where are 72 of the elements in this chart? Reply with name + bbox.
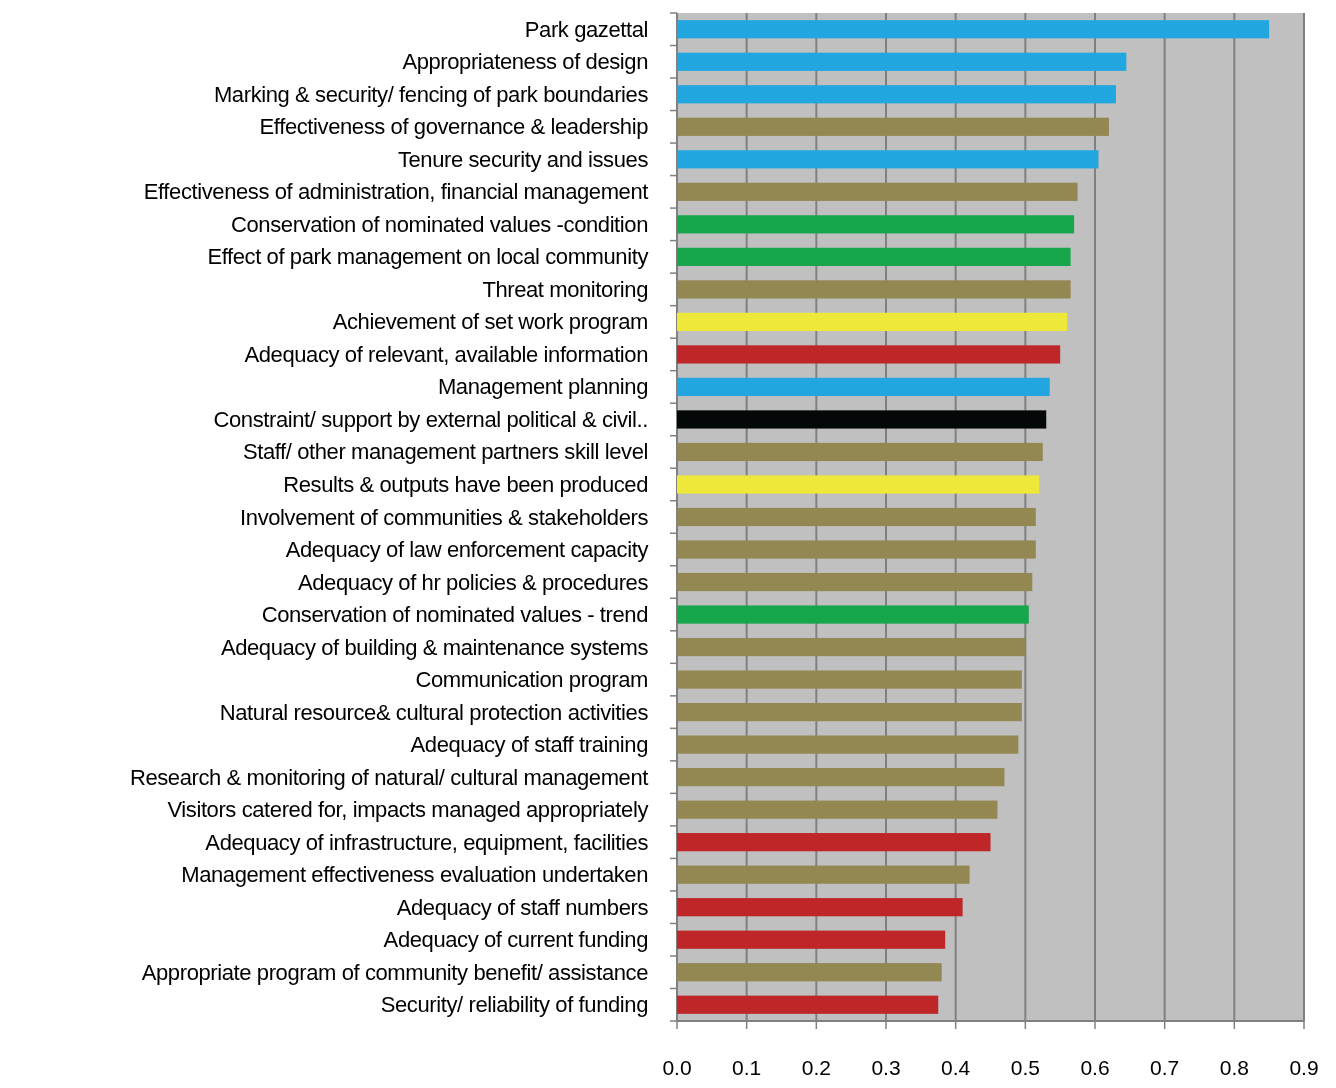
- x-tick-label: 0.4: [941, 1056, 971, 1079]
- x-tick-label: 0.0: [662, 1056, 692, 1079]
- bar: [677, 637, 1026, 657]
- bar: [677, 768, 1005, 787]
- x-tick-label: 0.9: [1289, 1056, 1319, 1079]
- y-tick-label: Appropriateness of design: [402, 49, 648, 75]
- x-tick-label: 0.6: [1080, 1056, 1110, 1079]
- bar: [677, 312, 1068, 332]
- bar: [677, 605, 1029, 624]
- bar: [677, 215, 1075, 234]
- y-tick-label: Adequacy of infrastructure, equipment, facilities: [205, 829, 649, 855]
- y-tick-label: Adequacy of building & maintenance systems: [220, 634, 649, 660]
- y-tick-label: Adequacy of law enforcement capacity: [285, 537, 649, 563]
- y-tick-label: Constraint/ support by external political & civil..: [213, 406, 648, 432]
- bar: [677, 800, 998, 819]
- x-tick-label: 0.3: [871, 1056, 901, 1079]
- y-tick-label: Achievement of set work program: [332, 309, 648, 335]
- bar: [677, 442, 1043, 462]
- y-tick-label: Conservation of nominated values - trend: [261, 602, 648, 628]
- y-tick-label: Staff/ other management partners skill level: [242, 439, 648, 465]
- bar: [677, 377, 1050, 397]
- y-tick-label: Effectiveness of administration, financial management: [143, 179, 649, 205]
- bar: [677, 702, 1022, 722]
- y-tick-label: Research & monitoring of natural/ cultural management: [129, 764, 649, 790]
- y-tick-label: Adequacy of current funding: [383, 927, 648, 953]
- y-tick-label: Effectiveness of governance & leadership: [259, 114, 649, 140]
- y-tick-label: Results & outputs have been produced: [283, 471, 648, 497]
- bar: [677, 930, 946, 949]
- y-tick-label: Communication program: [415, 667, 648, 693]
- y-tick-label: Effect of park management on local community: [207, 244, 649, 270]
- bar: [677, 117, 1109, 136]
- bar: [677, 963, 942, 982]
- y-tick-label: Management effectiveness evaluation undertaken: [181, 862, 648, 888]
- y-tick-label: Park gazettal: [524, 16, 648, 42]
- bar: [677, 475, 1040, 494]
- bar: [677, 670, 1022, 689]
- y-tick-label: Marking & security/ fencing of park boundaries: [213, 81, 649, 107]
- y-tick-label: Appropriate program of community benefit/ assistance: [141, 959, 649, 985]
- x-tick-label: 0.8: [1219, 1056, 1249, 1079]
- x-tick-label: 0.1: [732, 1056, 762, 1079]
- y-tick-label: Threat monitoring: [482, 276, 648, 302]
- bar: [677, 345, 1061, 364]
- y-tick-label: Management planning: [437, 374, 648, 400]
- y-tick-label: Adequacy of staff training: [410, 732, 648, 758]
- bar: [677, 540, 1036, 559]
- bar: [677, 52, 1127, 71]
- bar: [677, 85, 1116, 104]
- x-tick-label: 0.5: [1010, 1056, 1040, 1079]
- y-tick-label: Adequacy of hr policies & procedures: [297, 569, 649, 595]
- y-tick-label: Adequacy of relevant, available information: [244, 341, 648, 367]
- bar: [677, 280, 1071, 299]
- y-tick-label: Conservation of nominated values -condition: [231, 211, 648, 237]
- bar: [677, 735, 1019, 754]
- y-tick-label: Security/ reliability of funding: [380, 992, 648, 1018]
- bar: [677, 995, 939, 1014]
- bar: [677, 20, 1270, 39]
- x-tick-label: 0.2: [801, 1056, 831, 1079]
- bar: [677, 865, 970, 884]
- bar: [677, 150, 1099, 169]
- x-tick-label: 0.7: [1150, 1056, 1180, 1079]
- bar: [677, 182, 1078, 201]
- bar: [677, 247, 1071, 266]
- y-tick-label: Involvement of communities & stakeholders: [240, 504, 649, 530]
- bar: [677, 410, 1047, 429]
- y-tick-label: Natural resource& cultural protection activities: [219, 699, 649, 725]
- bar: [677, 898, 963, 917]
- bar: [677, 572, 1033, 592]
- bar: [677, 507, 1036, 527]
- bar: [677, 833, 991, 852]
- y-tick-label: Tenure security and issues: [397, 146, 649, 172]
- y-tick-label: Adequacy of staff numbers: [396, 894, 649, 920]
- y-tick-label: Visitors catered for, impacts managed appropriately: [167, 797, 649, 823]
